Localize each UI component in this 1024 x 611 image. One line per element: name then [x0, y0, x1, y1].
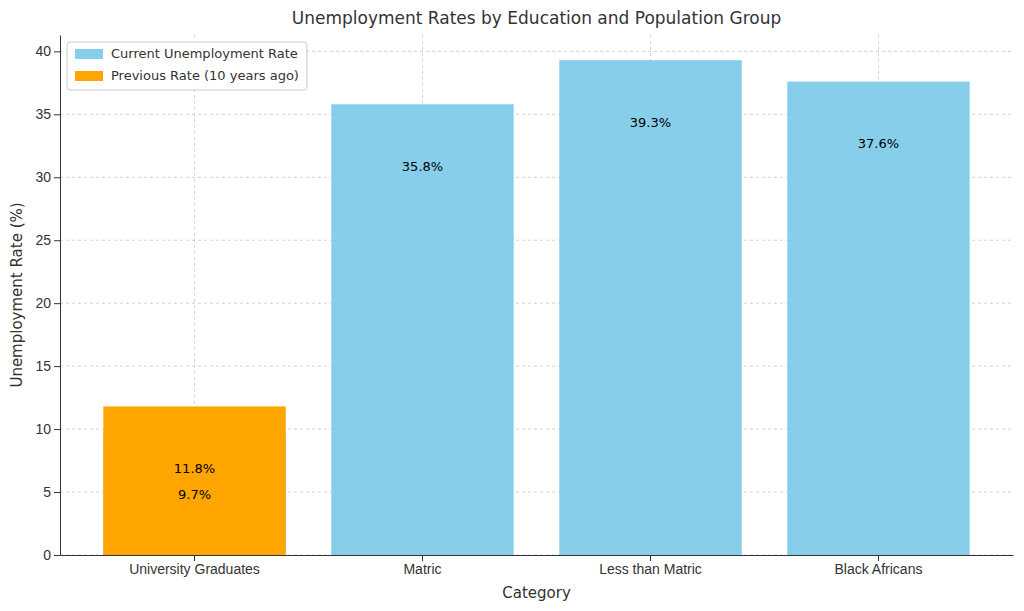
tick: 40 [35, 43, 60, 59]
tick: 10 [35, 421, 60, 437]
tick-mark [54, 366, 60, 367]
tick-label: 25 [35, 232, 51, 248]
tick-label: Less than Matric [599, 561, 702, 577]
tick-mark [54, 492, 60, 493]
tick-mark [54, 114, 60, 115]
tick-label: 30 [35, 169, 51, 185]
bar [787, 82, 969, 555]
tick: 15 [35, 358, 60, 374]
data-label: 35.8% [402, 159, 443, 174]
data-label: 39.3% [630, 115, 671, 130]
tick: 5 [43, 484, 60, 500]
tick-label: Matric [403, 561, 441, 577]
x-axis: University Graduates Matric Less than Matr… [61, 555, 1014, 577]
axis-line [60, 36, 61, 556]
bars [103, 60, 969, 555]
legend: Current Unemployment Rate Previous Rate (… [67, 42, 307, 90]
y-axis-title: Unemployment Rate (%) [8, 202, 26, 387]
tick: 0 [43, 547, 60, 563]
data-label: 11.8% [174, 461, 215, 476]
tick-label: Black Africans [835, 561, 923, 577]
bar [103, 406, 285, 555]
axis-line [61, 555, 1014, 556]
legend-label: Current Unemployment Rate [111, 46, 298, 61]
tick: 25 [35, 232, 60, 248]
tick-label: 40 [35, 43, 51, 59]
tick-mark [54, 555, 60, 556]
tick-label: 10 [35, 421, 51, 437]
data-label: 37.6% [858, 136, 899, 151]
tick-mark [54, 429, 60, 430]
grid [60, 35, 1013, 555]
tick-mark [54, 51, 60, 52]
data-labels: 9.7% 35.8% 39.3% 37.6% 11.8% [174, 115, 899, 503]
tick-mark [54, 240, 60, 241]
tick-mark [54, 177, 60, 178]
tick-mark [54, 303, 60, 304]
x-axis-title: Category [502, 584, 571, 602]
title: Unemployment Rates by Education and Popu… [292, 8, 781, 28]
tick: 20 [35, 295, 60, 311]
legend-swatch [75, 49, 103, 59]
tick-label: 20 [35, 295, 51, 311]
tick-label: 15 [35, 358, 51, 374]
tick-label: 0 [43, 547, 51, 563]
legend-label: Previous Rate (10 years ago) [111, 68, 299, 83]
legend-swatch [75, 71, 103, 81]
data-label: 9.7% [178, 487, 211, 502]
tick: 30 [35, 169, 60, 185]
tick: Less than Matric [599, 555, 702, 577]
tick: Matric [403, 555, 441, 577]
y-axis: 0 5 10 15 20 25 30 35 40 [35, 36, 60, 563]
tick-label: 35 [35, 106, 51, 122]
tick: University Graduates [129, 555, 260, 577]
bar [559, 60, 741, 555]
chart: 0 5 10 15 20 25 30 35 40 University Graduates Matr… [0, 0, 1024, 611]
legend-box [67, 42, 307, 90]
tick: Black Africans [835, 555, 923, 577]
tick-label: University Graduates [129, 561, 260, 577]
bar [331, 104, 513, 555]
tick-label: 5 [43, 484, 51, 500]
tick: 35 [35, 106, 60, 122]
